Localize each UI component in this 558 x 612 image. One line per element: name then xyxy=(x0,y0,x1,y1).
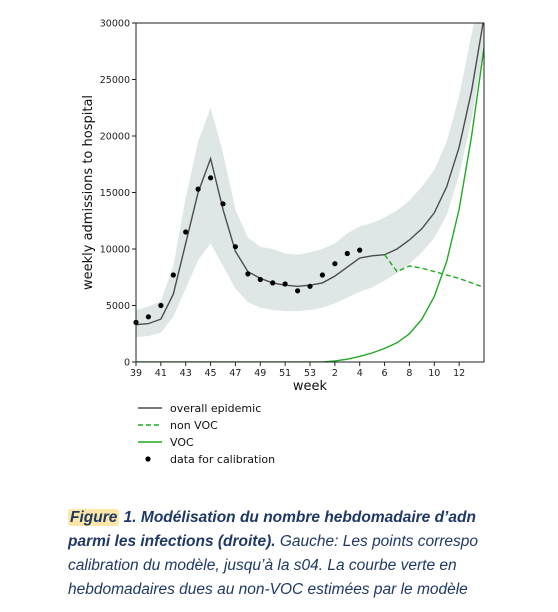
data-point xyxy=(158,302,164,309)
data-point xyxy=(245,271,251,277)
data-point xyxy=(357,247,363,253)
legend-label: VOC xyxy=(170,436,194,449)
y-ticks-layer: 0 5000 10000 15000 20000 25000 30000 xyxy=(100,19,136,369)
figure-caption: Figure 1. Modélisation du nombre hebdoma… xyxy=(68,506,558,602)
confidence-band-layer xyxy=(136,23,484,338)
caption-line-1: Figure 1. Modélisation du nombre hebdoma… xyxy=(68,506,558,530)
y-axis-label: weekly admissions to hospital xyxy=(81,95,96,290)
data-point xyxy=(332,261,338,267)
x-tick-label: 2 xyxy=(332,368,338,379)
legend: overall epidemic non VOC VOC data for calib… xyxy=(138,402,275,466)
x-tick-label: 49 xyxy=(254,368,266,379)
x-tick-label: 4 xyxy=(357,368,363,379)
x-tick-label: 10 xyxy=(428,368,440,379)
data-point xyxy=(170,272,176,278)
caption-title-part-2: parmi les infections (droite). xyxy=(68,533,276,550)
x-tick-label: 12 xyxy=(453,368,465,379)
x-tick-label: 47 xyxy=(229,368,241,379)
confidence-band xyxy=(136,23,484,338)
data-point xyxy=(195,186,201,192)
caption-text-part-1: Gauche: Les points correspo xyxy=(275,533,479,550)
data-point xyxy=(183,229,189,235)
data-point xyxy=(319,272,325,278)
x-tick-label: 41 xyxy=(155,368,167,379)
caption-line-3: calibration du modèle, jusqu’à la s04. L… xyxy=(68,557,457,574)
legend-marker xyxy=(145,456,151,462)
y-tick-label: 0 xyxy=(124,358,130,369)
data-point xyxy=(295,288,301,294)
data-point xyxy=(344,250,350,257)
x-tick-label: 39 xyxy=(130,368,142,379)
y-tick-label: 5000 xyxy=(106,301,130,312)
y-tick-label: 25000 xyxy=(100,75,130,86)
x-ticks-layer: 39 41 43 45 47 49 51 53 2 4 6 8 10 12 xyxy=(130,362,465,379)
y-tick-label: 30000 xyxy=(100,19,130,30)
series-line-non-voc xyxy=(384,254,484,289)
x-tick-label: 43 xyxy=(180,368,192,379)
chart: 0 5000 10000 15000 20000 25000 30000 39 41 43 45 4… xyxy=(81,19,485,466)
x-tick-label: 51 xyxy=(279,368,291,379)
data-point xyxy=(307,283,313,289)
figure-label: Figure xyxy=(68,509,120,526)
x-tick-label: 45 xyxy=(205,368,217,379)
data-point xyxy=(145,314,151,320)
data-point xyxy=(220,201,226,207)
data-point xyxy=(208,175,214,181)
x-tick-label: 53 xyxy=(304,368,316,379)
caption-line-2: parmi les infections (droite). Gauche: L… xyxy=(68,530,558,554)
caption-line-4: hebdomadaires dues au non-VOC estimées p… xyxy=(68,581,468,598)
series-line-voc xyxy=(136,47,484,362)
legend-label: overall epidemic xyxy=(170,402,261,415)
y-tick-label: 15000 xyxy=(100,188,130,199)
data-point xyxy=(232,244,238,250)
data-point xyxy=(257,276,263,283)
x-tick-label: 6 xyxy=(382,368,388,379)
x-tick-label: 8 xyxy=(406,368,412,379)
calibration-points-layer xyxy=(133,175,363,325)
data-point xyxy=(282,281,288,287)
y-tick-label: 20000 xyxy=(100,132,130,143)
x-axis-label: week xyxy=(293,379,328,394)
legend-label: non VOC xyxy=(170,419,218,432)
y-tick-label: 10000 xyxy=(100,245,130,256)
caption-title-part-1: 1. Modélisation du nombre hebdomadaire d… xyxy=(119,509,476,526)
data-point xyxy=(270,280,276,286)
legend-label: data for calibration xyxy=(170,453,275,466)
